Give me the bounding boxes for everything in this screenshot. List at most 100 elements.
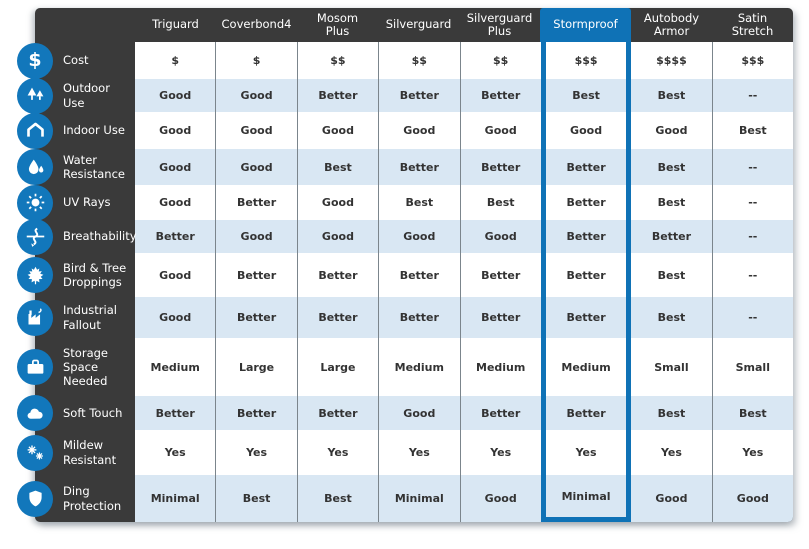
table-cell: $ — [135, 42, 216, 79]
table-cell: Better — [296, 79, 379, 112]
row-label: Soft Touch — [63, 405, 123, 420]
suitcase-icon — [17, 349, 53, 385]
table-cell: Better — [296, 253, 379, 297]
column-header-coverbond4[interactable]: Coverbond4 — [221, 17, 292, 32]
table-cell: Better — [459, 253, 541, 297]
column-header-stormproof[interactable]: Stormproof — [540, 8, 631, 42]
table-cell: Best — [631, 79, 712, 112]
table-cell: -- — [711, 149, 793, 185]
column-header-triguard[interactable]: Triguard — [152, 17, 199, 32]
table-cell: Better — [540, 396, 632, 430]
table-cell: Good — [378, 112, 460, 149]
table-cell: Best — [631, 253, 712, 297]
table-row-storage-space-needed: Storage Space Needed Medium Large Large Medi… — [17, 338, 793, 396]
table-cell: Yes — [711, 430, 793, 475]
table-cell: Medium — [459, 338, 541, 396]
row-header-ding-protection: Ding Protection — [17, 475, 135, 522]
table-header-row: Triguard Coverbond4 Mosom Plus Silverguard S… — [35, 8, 793, 42]
table-cell: Best — [711, 112, 793, 149]
table-cell: -- — [711, 297, 793, 338]
table-cell: Yes — [540, 430, 632, 475]
column-header-satin-stretch[interactable]: Satin Stretch — [731, 10, 774, 38]
table-cell: Better — [135, 220, 216, 253]
table-row-industrial-fallout: Industrial Fallout Good Better Better Better… — [17, 297, 793, 338]
spores-icon — [17, 434, 53, 471]
table-cell: Good — [631, 475, 712, 522]
table-cell: Better — [215, 253, 297, 297]
row-label: Indoor Use — [63, 123, 125, 138]
header-corner-spacer — [35, 8, 135, 42]
table-cell: Good — [215, 149, 297, 185]
table-cell: $$ — [296, 42, 379, 79]
row-label: Breathability — [63, 229, 137, 244]
table-cell: Better — [459, 79, 541, 112]
row-label: Ding Protection — [63, 484, 122, 513]
row-header-indoor-use: Indoor Use — [17, 112, 135, 149]
table-cell: Better — [215, 396, 297, 430]
table-row-mildew-resistant: Mildew Resistant Yes Yes Yes Yes Yes Yes Yes Yes — [17, 430, 793, 475]
table-cell: Medium — [135, 338, 216, 396]
column-header-mosom-plus[interactable]: Mosom Plus — [316, 10, 359, 38]
table-cell: Good — [378, 220, 460, 253]
row-label: Bird & Tree Droppings — [63, 260, 127, 289]
table-cell: -- — [711, 220, 793, 253]
table-cell: Good — [296, 112, 379, 149]
table-cell: Yes — [378, 430, 460, 475]
table-cell: Best — [631, 297, 712, 338]
row-header-soft-touch: Soft Touch — [17, 395, 135, 431]
table-cell: Better — [540, 185, 632, 220]
table-cell: Good — [135, 297, 216, 338]
table-cell: Good — [215, 220, 297, 253]
table-row-uv-rays: UV Rays Good Better Good Best Best Better Best -… — [17, 184, 793, 221]
water-drops-icon — [17, 149, 53, 185]
table-cell: Good — [215, 112, 297, 149]
table-cell: Minimal — [135, 475, 216, 522]
table-cell: Better — [215, 185, 297, 220]
table-cell: Better — [135, 396, 216, 430]
table-cell: Best — [296, 149, 379, 185]
table-row-outdoor-use: Outdoor Use Good Good Better Better Better Bes… — [17, 77, 793, 114]
row-label: Storage Space Needed — [63, 345, 108, 388]
table-cell: -- — [711, 185, 793, 220]
comparison-table-card: Triguard Coverbond4 Mosom Plus Silverguard S… — [17, 8, 793, 522]
trees-icon — [17, 77, 53, 114]
row-label: Mildew Resistant — [63, 438, 117, 467]
table-cell: Minimal — [378, 475, 460, 522]
table-cell: Medium — [378, 338, 460, 396]
table-cell: Yes — [135, 430, 216, 475]
table-row-water-resistance: Water Resistance Good Good Best Better Better… — [17, 149, 793, 185]
row-header-storage-space-needed: Storage Space Needed — [17, 338, 135, 396]
airflow-icon — [17, 218, 53, 255]
table-cell: Better — [378, 79, 460, 112]
row-header-industrial-fallout: Industrial Fallout — [17, 297, 135, 338]
table-cell: Better — [540, 253, 632, 297]
table-cell: Good — [459, 475, 541, 522]
factory-icon — [17, 299, 53, 336]
cloud-icon — [17, 395, 53, 431]
column-header-silverguard[interactable]: Silverguard — [385, 17, 452, 32]
table-cell: Good — [540, 112, 632, 149]
row-header-uv-rays: UV Rays — [17, 184, 135, 221]
table-cell: Better — [459, 149, 541, 185]
table-cell: Better — [378, 253, 460, 297]
table-cell: Yes — [459, 430, 541, 475]
column-header-silverguard-plus[interactable]: Silverguard Plus — [466, 10, 533, 38]
table-cell: Good — [459, 220, 541, 253]
shield-icon — [17, 480, 53, 517]
table-cell: Best — [459, 185, 541, 220]
table-cell: Yes — [296, 430, 379, 475]
table-cell: Best — [631, 149, 712, 185]
row-header-cost: $ Cost — [17, 42, 135, 79]
table-cell: Good — [378, 396, 460, 430]
table-cell: Best — [378, 185, 460, 220]
table-cell: Good — [296, 220, 379, 253]
table-cell: Good — [711, 475, 793, 522]
table-cell: Large — [296, 338, 379, 396]
table-cell: Better — [540, 149, 632, 185]
table-cell: Better — [459, 297, 541, 338]
row-header-mildew-resistant: Mildew Resistant — [17, 430, 135, 475]
table-cell: Best — [631, 185, 712, 220]
table-cell: Yes — [215, 430, 297, 475]
column-header-autobody-armor[interactable]: Autobody Armor — [643, 10, 700, 38]
table-cell: Better — [296, 297, 379, 338]
